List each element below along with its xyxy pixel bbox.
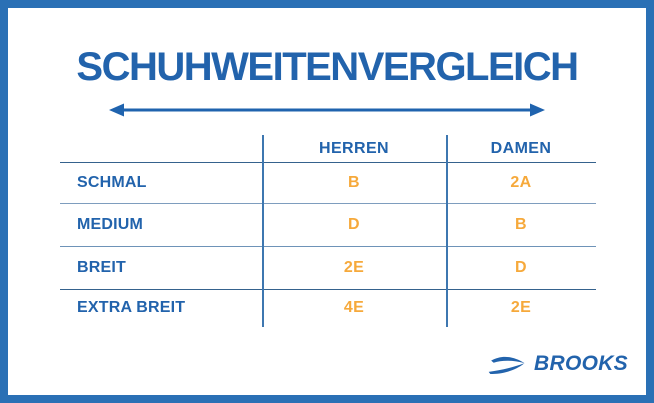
row-label: EXTRA BREIT: [77, 299, 186, 316]
header-cell-damen: DAMEN: [490, 139, 552, 157]
brooks-logo: BROOKS: [487, 352, 628, 376]
row-label: SCHMAL: [77, 174, 147, 191]
table-row-schmal: SCHMAL B 2A: [60, 163, 596, 204]
table-column-divider: [446, 135, 448, 327]
damen-value: 2E: [510, 299, 532, 316]
brooks-swoosh-icon: [488, 356, 525, 374]
header-cell-herren: HERREN: [319, 139, 389, 157]
damen-value: B: [515, 216, 527, 233]
row-label: BREIT: [77, 259, 126, 276]
herren-value: 4E: [343, 299, 365, 316]
herren-value: B: [348, 174, 360, 191]
table-column-divider: [262, 135, 264, 327]
table-row-medium: MEDIUM D B: [60, 204, 596, 247]
herren-value: D: [348, 216, 360, 233]
brooks-wordmark: BROOKS: [534, 352, 628, 375]
row-label: MEDIUM: [77, 216, 144, 233]
damen-value: D: [515, 259, 527, 276]
width-comparison-table: HERREN DAMEN SCHMAL B 2A MEDIUM D B BREI…: [60, 135, 596, 327]
table-row-extra-breit: EXTRA BREIT 4E 2E: [60, 290, 596, 326]
double-headed-arrow-icon: [109, 103, 545, 117]
page-title: SCHUHWEITENVERGLEICH: [76, 45, 579, 89]
herren-value: 2E: [343, 259, 365, 276]
table-row-breit: BREIT 2E D: [60, 247, 596, 290]
damen-value: 2A: [510, 174, 532, 191]
table-header-row: HERREN DAMEN: [60, 135, 596, 163]
